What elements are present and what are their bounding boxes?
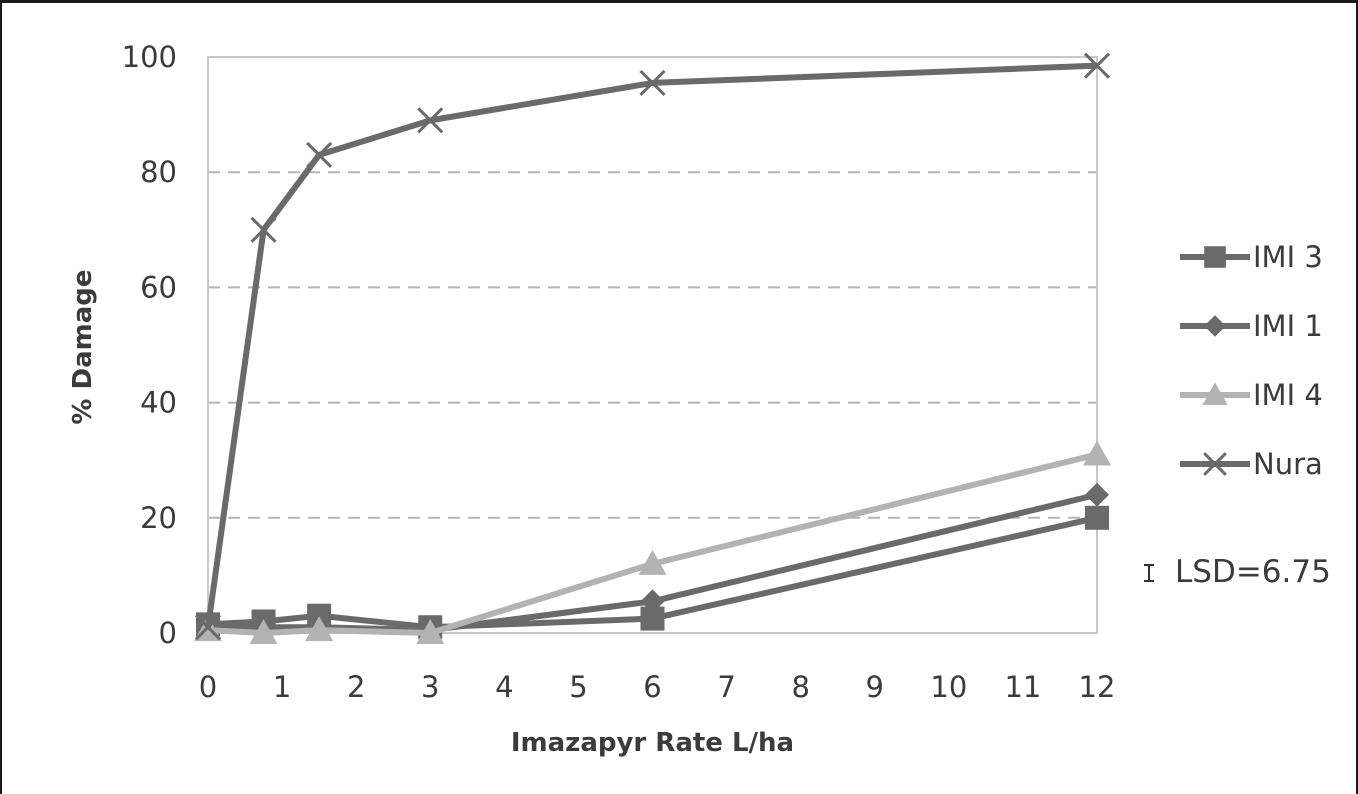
legend-label-imi-3: IMI 3	[1253, 240, 1323, 274]
legend: IMI 3 IMI 1 IMI 4 Nura	[1180, 240, 1323, 481]
y-tick-label-80: 80	[140, 155, 177, 189]
legend-item-nura: Nura	[1180, 447, 1323, 481]
lsd-label: LSD=6.75	[1175, 554, 1331, 590]
legend-item-imi-1: IMI 1	[1180, 309, 1323, 343]
data-point-imi-4-4	[638, 549, 667, 575]
y-tick-label-100: 100	[122, 40, 177, 74]
data-point-imi-1-4	[640, 589, 665, 614]
legend-label-imi-4: IMI 4	[1253, 378, 1323, 412]
data-point-nura-4	[639, 69, 666, 96]
x-tick-label-5: 5	[569, 670, 587, 704]
data-point-imi-1-5	[1085, 482, 1109, 507]
y-tick-label-0: 0	[159, 616, 177, 650]
x-tick-label-7: 7	[717, 670, 735, 704]
data-point-imi-4-2	[305, 616, 334, 642]
legend-marker-imi-1	[1204, 315, 1226, 337]
x-tick-label-10: 10	[930, 670, 967, 704]
y-tick-label-60: 60	[140, 270, 177, 304]
data-point-nura-3	[417, 107, 444, 134]
lsd-error-bar	[1144, 564, 1154, 582]
legend-marker-nura	[1203, 452, 1227, 476]
legend-item-imi-4: IMI 4	[1180, 378, 1323, 412]
series-line-imi-4	[207, 451, 1098, 636]
x-axis-title: Imazapyr Rate L/ha	[511, 728, 794, 758]
y-tick-label-20: 20	[140, 501, 177, 535]
x-tick-label-3: 3	[421, 670, 439, 704]
lsd-annotation: LSD=6.75	[1144, 554, 1331, 590]
x-tick-label-9: 9	[866, 670, 884, 704]
x-tick-label-11: 11	[1004, 670, 1041, 704]
x-tick-label-4: 4	[495, 670, 513, 704]
data-point-nura-0	[194, 614, 222, 641]
data-point-imi-4-3	[416, 619, 445, 644]
legend-label-imi-1: IMI 1	[1253, 309, 1323, 343]
legend-label-nura: Nura	[1253, 447, 1323, 481]
y-axis-title: % Damage	[68, 269, 98, 424]
gridlines	[208, 171, 1097, 519]
data-point-nura-2	[306, 141, 333, 168]
legend-marker-imi-4	[1202, 382, 1228, 405]
data-point-imi-3-5	[1085, 505, 1109, 530]
x-tick-label-1: 1	[273, 670, 291, 704]
data-point-nura-1	[250, 216, 277, 243]
x-tick-label-2: 2	[347, 670, 365, 704]
legend-marker-imi-3	[1204, 246, 1226, 268]
x-tick-label-8: 8	[791, 670, 809, 704]
x-tick-label-0: 0	[199, 670, 217, 704]
series-layer	[194, 52, 1111, 644]
data-point-imi-4-5	[1083, 440, 1111, 466]
series-nura	[194, 52, 1111, 641]
x-tick-label-6: 6	[643, 670, 661, 704]
x-tick-label-12: 12	[1079, 670, 1116, 704]
legend-item-imi-3: IMI 3	[1180, 240, 1323, 274]
y-axis-ticks: 0 20 40 60 80 100	[122, 40, 177, 650]
plot-area	[207, 56, 1098, 634]
series-line-nura	[205, 62, 1098, 628]
y-tick-label-40: 40	[140, 386, 177, 420]
data-point-imi-4-1	[249, 619, 278, 644]
x-axis-ticks: 0 1 2 3 4 5 6 7 8 9 10 11 12	[199, 670, 1116, 704]
data-point-nura-5	[1083, 52, 1111, 79]
